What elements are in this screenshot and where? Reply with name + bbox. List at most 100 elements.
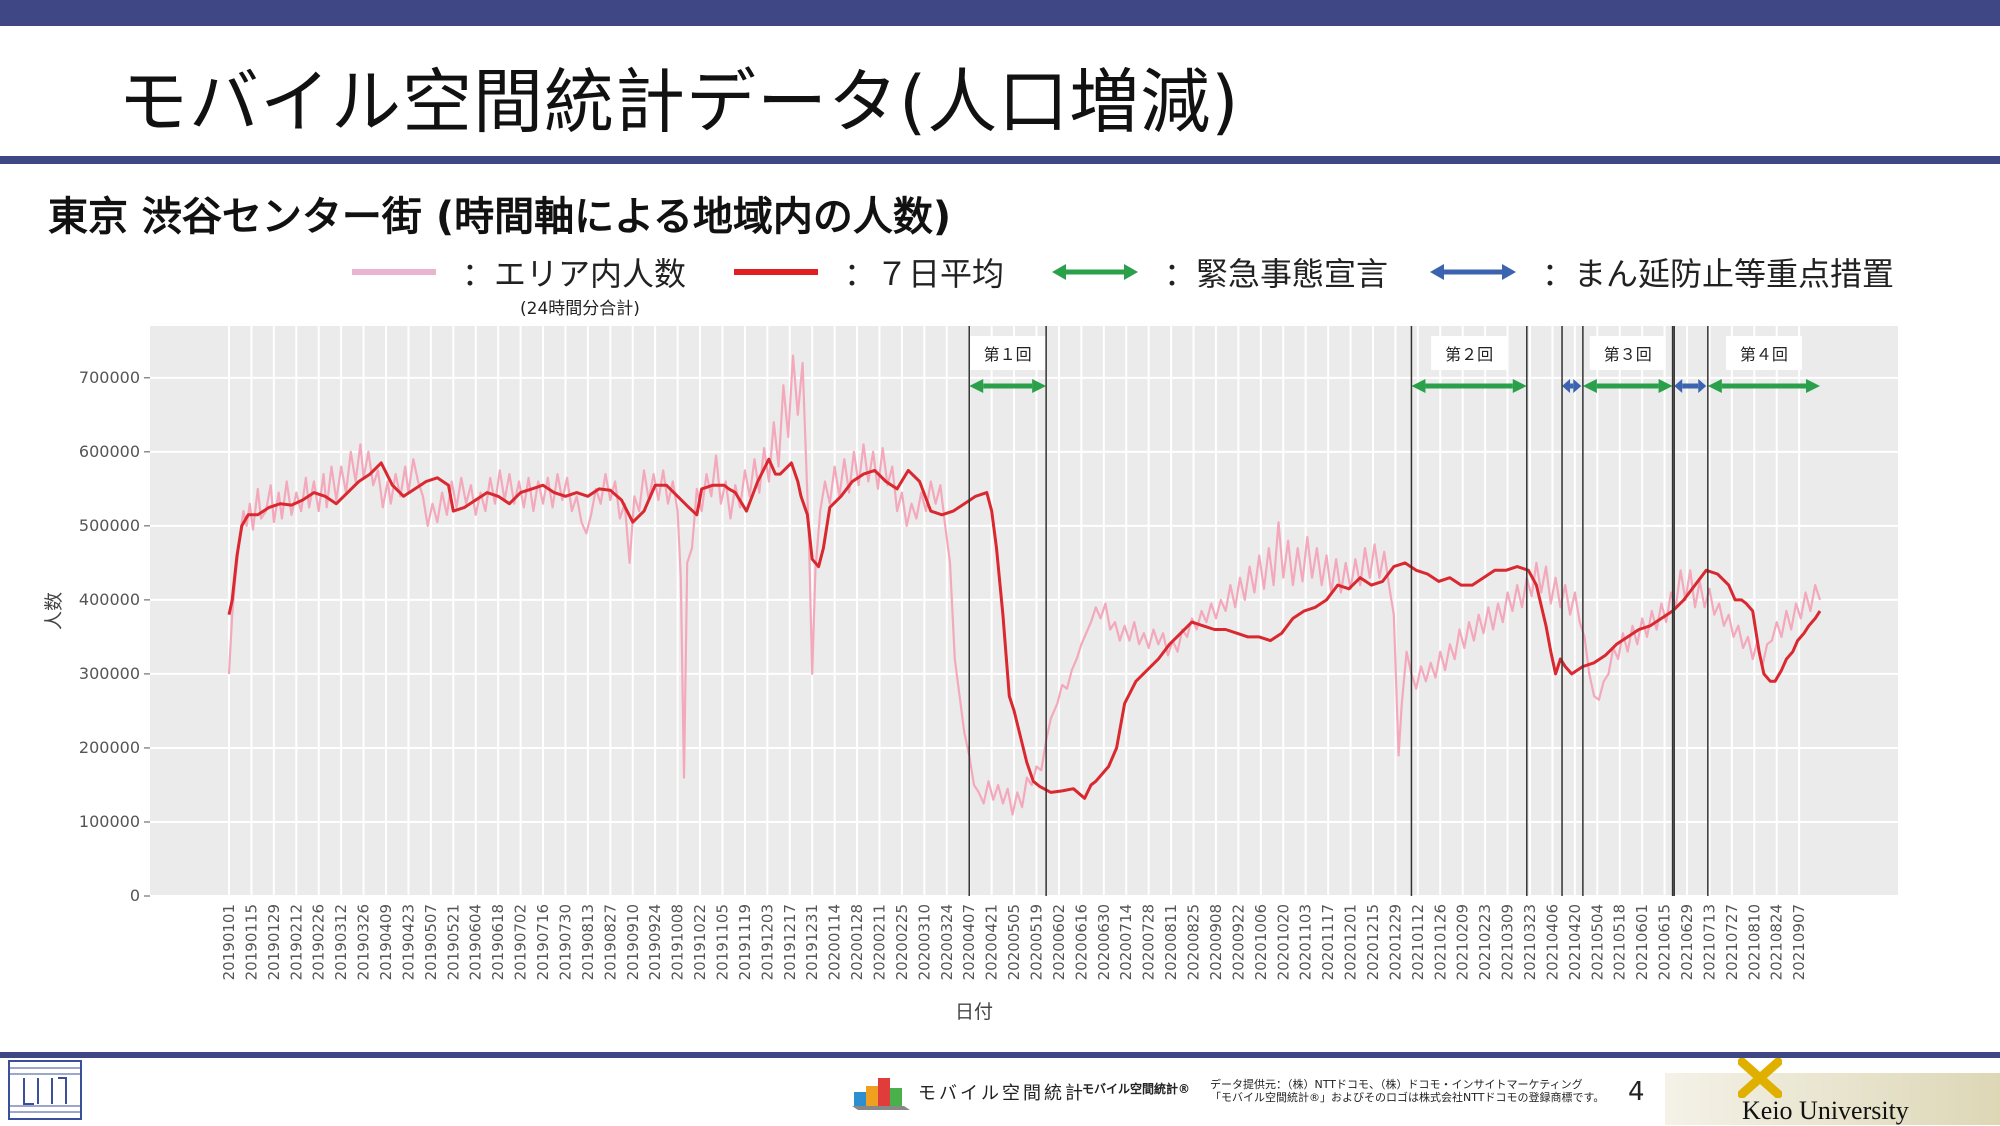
x-tick-label: 20210713 <box>1700 904 1718 980</box>
period-label: 第２回 <box>1445 345 1493 364</box>
x-tick-label: 20210615 <box>1656 904 1674 980</box>
period-label: 第４回 <box>1740 345 1788 364</box>
period-arrow-head <box>1658 379 1673 393</box>
x-tick-label: 20210420 <box>1566 904 1584 980</box>
period-arrow-head <box>1707 379 1722 393</box>
x-tick-label: 20190716 <box>534 904 552 980</box>
y-tick-label: 100000 <box>79 812 140 831</box>
x-tick-label: 20190423 <box>399 904 417 980</box>
x-tick-label: 20200225 <box>893 904 911 980</box>
x-axis-label: 日付 <box>955 1001 993 1023</box>
plot-background <box>150 326 1898 896</box>
x-tick-label: 20200421 <box>983 904 1001 980</box>
x-tick-label: 20190618 <box>489 904 507 980</box>
x-tick-label: 20191231 <box>803 904 821 980</box>
legend-note: (24時間分合計) <box>520 299 640 319</box>
legend-arrow-emergency <box>1052 264 1138 280</box>
x-tick-label: 20191008 <box>669 904 687 980</box>
y-tick-label: 500000 <box>79 516 140 535</box>
x-tick-label: 20200519 <box>1028 904 1046 980</box>
legend-swatch-area-count <box>352 269 436 275</box>
keio-banner <box>1665 1073 2000 1125</box>
top-bar <box>0 0 2000 26</box>
x-tick-label: 20200324 <box>938 904 956 980</box>
x-tick-label: 20201215 <box>1364 904 1382 980</box>
period-label-box <box>969 336 1046 370</box>
x-tick-label: 20210223 <box>1476 904 1494 980</box>
x-tick-label: 20200728 <box>1140 904 1158 980</box>
legend-item-emergency: ：緊急事態宣言 <box>1052 248 1388 296</box>
x-tick-label: 20210727 <box>1723 904 1741 980</box>
chart: 20190101 20190115 20190129 20190212 20190226… <box>43 326 1898 1023</box>
x-tick-label: 20200602 <box>1050 904 1068 980</box>
period-arrow-head <box>1582 379 1597 393</box>
x-tick-label: 20201006 <box>1252 904 1270 980</box>
x-tick-label: 20210810 <box>1745 904 1763 980</box>
chart-subtitle: 東京 渋谷センター街 (時間軸による地域内の人数) <box>48 194 952 240</box>
y-tick-label: 300000 <box>79 664 140 683</box>
y-tick-label: 600000 <box>79 442 140 461</box>
period-arrow-head <box>1698 379 1707 393</box>
x-tick-label: 20210907 <box>1790 904 1808 980</box>
mobile-stats-logo-icon <box>852 1078 910 1110</box>
x-tick-label: 20210504 <box>1588 904 1606 980</box>
legend-swatch-7day-avg <box>734 269 818 275</box>
period-label-box <box>1431 336 1508 370</box>
x-tick-label: 20190212 <box>287 904 305 980</box>
x-tick-label: 20191203 <box>758 904 776 980</box>
x-tick-label: 20190101 <box>220 904 238 980</box>
organization-logo <box>8 1060 82 1120</box>
period-arrow-head <box>1674 379 1683 393</box>
period-label: 第１回 <box>984 345 1032 364</box>
legend-item-area-count: ：エリア内人数 <box>352 248 686 296</box>
x-tick-label: 20210601 <box>1633 904 1651 980</box>
x-tick-label: 20191105 <box>713 904 731 980</box>
x-tick-label: 20200407 <box>960 904 978 980</box>
period-label-box <box>1725 336 1802 370</box>
x-tick-label: 20190326 <box>355 904 373 980</box>
x-tick-label: 20200714 <box>1117 904 1135 980</box>
legend-label-area-count: ：エリア内人数 <box>462 255 687 293</box>
series-line-7day-avg <box>227 457 1822 800</box>
data-provider-note: データ提供元：（株）NTTドコモ、（株）ドコモ・インサイトマーケティング 「モバ… <box>1210 1078 1604 1104</box>
x-tick-label: 20210323 <box>1521 904 1539 980</box>
x-tick-label: 20200825 <box>1185 904 1203 980</box>
slide-title: モバイル空間統計データ(人口増減) <box>118 61 1240 143</box>
x-tick-label: 20190312 <box>332 904 350 980</box>
x-tick-label: 20201229 <box>1386 904 1404 980</box>
x-tick-label: 20200211 <box>870 904 888 980</box>
x-tick-label: 20190409 <box>377 904 395 980</box>
period-arrow-head <box>1562 379 1571 393</box>
page-number: 4 <box>1628 1077 1645 1107</box>
x-tick-label: 20201201 <box>1342 904 1360 980</box>
x-tick-label: 20210629 <box>1678 904 1696 980</box>
period-arrow-head <box>1573 379 1582 393</box>
x-tick-label: 20200811 <box>1162 904 1180 980</box>
period-label: 第３回 <box>1604 345 1652 364</box>
title-rule <box>0 156 2000 164</box>
university-name: Keio University <box>1742 1096 1909 1125</box>
x-tick-label: 20190507 <box>422 904 440 980</box>
period-arrow-head <box>1411 379 1426 393</box>
period-arrow-head <box>1806 379 1820 393</box>
x-tick-label: 20210209 <box>1454 904 1472 980</box>
series-line-area-count <box>227 354 1822 816</box>
legend-label-7day-avg: ：７日平均 <box>844 255 1005 293</box>
period-arrow-head <box>1512 379 1527 393</box>
x-tick-label: 20191217 <box>781 904 799 980</box>
x-tick-label: 20190702 <box>512 904 530 980</box>
x-tick-label: 20200630 <box>1095 904 1113 980</box>
x-tick-label: 20200908 <box>1207 904 1225 980</box>
x-tick-label: 20191119 <box>736 904 754 980</box>
x-tick-label: 20201117 <box>1319 904 1337 980</box>
data-provider-line-2: 「モバイル空間統計®」およびそのロゴは株式会社NTTドコモの登録商標です。 <box>1210 1091 1605 1104</box>
mobile-stats-logo-text: モバイル空間統計 <box>918 1083 1086 1104</box>
x-tick-label: 20191022 <box>691 904 709 980</box>
legend-item-manen: ：まん延防止等重点措置 <box>1430 248 1894 296</box>
keio-pen-logo <box>1738 1058 1782 1098</box>
legend-arrow-manen <box>1430 264 1516 280</box>
footer-rule <box>0 1052 2000 1058</box>
x-tick-label: 20200114 <box>826 904 844 980</box>
legend-label-emergency: ：緊急事態宣言 <box>1164 255 1389 293</box>
x-tick-label: 20190226 <box>310 904 328 980</box>
